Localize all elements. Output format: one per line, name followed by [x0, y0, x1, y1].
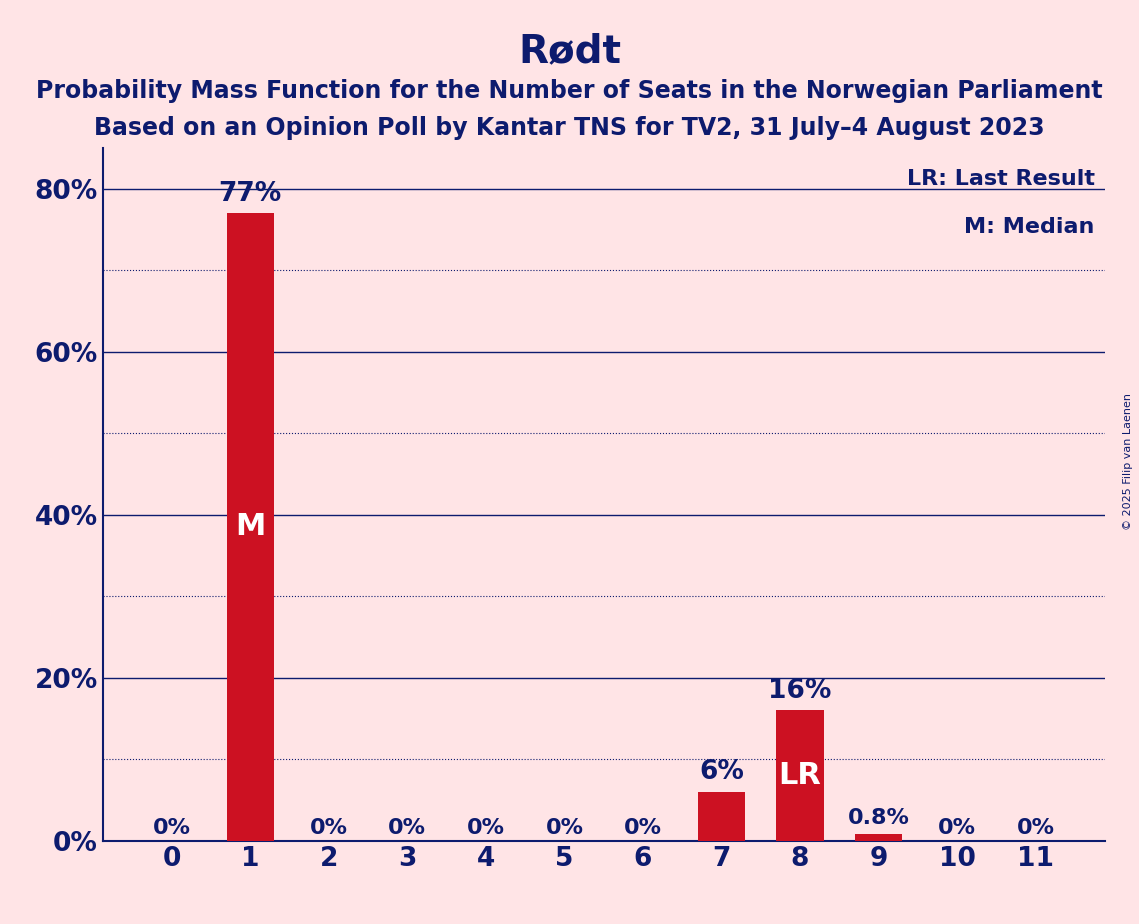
- Bar: [855, 834, 902, 841]
- Text: © 2025 Filip van Laenen: © 2025 Filip van Laenen: [1123, 394, 1133, 530]
- Text: LR: Last Result: LR: Last Result: [907, 168, 1095, 188]
- Text: Based on an Opinion Poll by Kantar TNS for TV2, 31 July–4 August 2023: Based on an Opinion Poll by Kantar TNS f…: [95, 116, 1044, 140]
- Text: LR: LR: [779, 761, 821, 790]
- Text: Rødt: Rødt: [518, 32, 621, 70]
- Text: 16%: 16%: [769, 678, 831, 704]
- Text: 0%: 0%: [939, 819, 976, 838]
- Text: 0%: 0%: [153, 819, 190, 838]
- Bar: [698, 792, 745, 841]
- Text: M: M: [235, 513, 265, 541]
- Text: 6%: 6%: [699, 760, 744, 785]
- Text: 77%: 77%: [219, 180, 281, 207]
- Text: 0%: 0%: [467, 819, 505, 838]
- Text: Probability Mass Function for the Number of Seats in the Norwegian Parliament: Probability Mass Function for the Number…: [36, 79, 1103, 103]
- Text: 0%: 0%: [310, 819, 347, 838]
- Text: 0%: 0%: [1017, 819, 1055, 838]
- Text: 0%: 0%: [546, 819, 583, 838]
- Bar: [777, 711, 823, 841]
- Text: 0.8%: 0.8%: [847, 808, 910, 828]
- Bar: [227, 213, 273, 841]
- Text: 0%: 0%: [388, 819, 426, 838]
- Text: 0%: 0%: [624, 819, 662, 838]
- Text: M: Median: M: Median: [965, 217, 1095, 237]
